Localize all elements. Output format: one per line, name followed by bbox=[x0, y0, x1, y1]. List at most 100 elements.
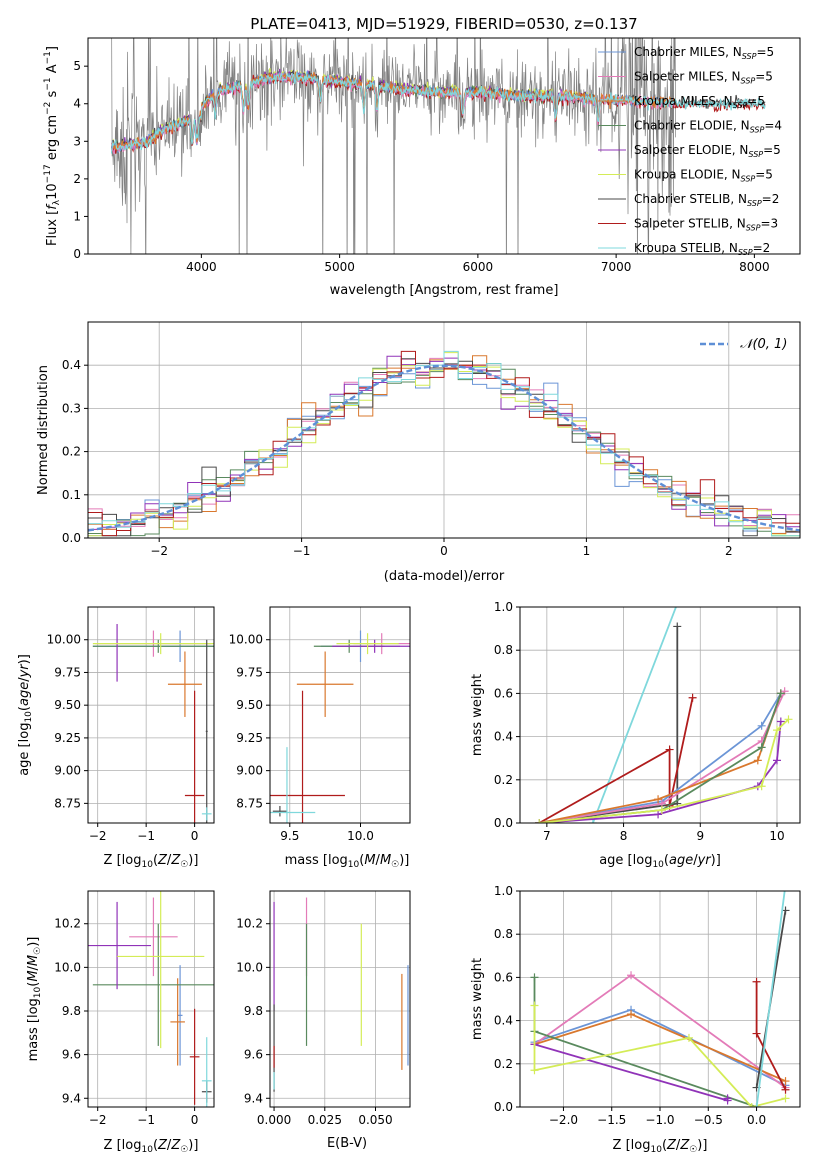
salpeter-stelib-residual-histogram bbox=[88, 350, 800, 537]
age-vs-metallicity-axes-frame bbox=[87, 606, 215, 824]
weight-point-marker bbox=[684, 1033, 693, 1042]
y-tick-label: 1 bbox=[73, 209, 81, 223]
salpeter-stelib-weight-line bbox=[538, 697, 694, 823]
chabrier-elodie-errorbar bbox=[92, 923, 214, 1046]
residuals-x-label: (data-model)/error bbox=[384, 569, 505, 584]
x-tick-label: 1 bbox=[583, 544, 591, 558]
weight-point-marker bbox=[780, 687, 789, 696]
normal-curve-legend-label: 𝒩(0, 1) bbox=[740, 337, 787, 352]
weight-point-marker bbox=[654, 795, 663, 804]
kroupa-elodie-errorbar bbox=[117, 891, 205, 1049]
y-tick-label: 0.4 bbox=[62, 358, 81, 372]
weight-point-marker bbox=[752, 1103, 761, 1107]
kroupa-stelib-weight-line bbox=[592, 607, 677, 823]
y-tick-label: 0.2 bbox=[494, 1057, 513, 1071]
y-tick-label: 9.50 bbox=[54, 698, 81, 712]
y-tick-label: 0.8 bbox=[494, 643, 513, 657]
x-tick-label: 8 bbox=[620, 829, 628, 843]
x-tick-label: 4000 bbox=[186, 260, 217, 274]
kroupa-stelib-errorbar bbox=[201, 807, 212, 821]
weight-point-marker bbox=[784, 715, 793, 724]
y-tick-label: 8.75 bbox=[236, 796, 263, 810]
weight-point-marker bbox=[530, 1066, 539, 1075]
kroupa-elodie-errorbar bbox=[336, 633, 399, 655]
salpeter-elodie-errorbar bbox=[332, 639, 410, 653]
y-tick-label: 9.00 bbox=[54, 764, 81, 778]
weight-point-marker bbox=[530, 973, 539, 982]
x-tick-label: −0.5 bbox=[694, 1113, 723, 1127]
x-tick-label: 9.5 bbox=[280, 829, 299, 843]
chabrier-elodie-errorbar bbox=[92, 639, 214, 653]
y-tick-label: 10.2 bbox=[236, 917, 263, 931]
y-tick-label: 4 bbox=[73, 97, 81, 111]
salpeter-miles-errorbar bbox=[129, 897, 178, 977]
weight-vs-metallicity-y-label: mass weight bbox=[470, 958, 485, 1040]
weight-point-marker bbox=[776, 689, 785, 698]
weight-point-marker bbox=[747, 1103, 756, 1107]
salpeter-stelib-errorbar bbox=[189, 1008, 200, 1105]
chabrier-miles-weight-line bbox=[539, 692, 782, 823]
x-tick-label: −1 bbox=[293, 544, 311, 558]
y-tick-label: 9.6 bbox=[244, 1048, 263, 1062]
weight-vs-metallicity-panel: −2.0 −1.5 −1.0 −0.5 0.0 0.0 0.2 0.4 0.6 0.8 1.0 Z … bbox=[470, 844, 801, 1155]
weight-point-marker bbox=[688, 693, 697, 702]
mass-vs-metallicity-x-label: Z [log10(Z/Z☉)] bbox=[104, 1138, 199, 1155]
kroupa-stelib-errorbar bbox=[270, 747, 316, 823]
weight-point-marker bbox=[781, 1085, 790, 1094]
legend-label: Salpeter MILES, NSSP=5 bbox=[634, 70, 773, 86]
weight-vs-metallicity-x-label: Z [log10(Z/Z☉)] bbox=[613, 1138, 708, 1155]
weight-point-marker bbox=[757, 782, 766, 791]
chabrier-stelib-errorbar bbox=[272, 805, 287, 817]
y-tick-label: 10.0 bbox=[236, 960, 263, 974]
kroupa-stelib-errorbar bbox=[201, 1037, 212, 1107]
weight-point-marker bbox=[772, 756, 781, 765]
weight-vs-age-x-label: age [log10(age/yr)] bbox=[599, 853, 721, 870]
y-tick-label: 9.75 bbox=[54, 665, 81, 679]
weight-point-marker bbox=[772, 726, 781, 735]
weight-point-marker bbox=[781, 1094, 790, 1103]
weight-point-marker bbox=[786, 844, 794, 852]
y-tick-label: 9.4 bbox=[62, 1091, 81, 1105]
legend-label: Salpeter STELIB, NSSP=3 bbox=[634, 217, 778, 233]
x-tick-label: −2 bbox=[150, 544, 168, 558]
salpeter-stelib-errorbar bbox=[184, 690, 205, 823]
salpeter-elodie-errorbar bbox=[88, 901, 151, 990]
weight-point-marker bbox=[535, 819, 544, 823]
y-tick-label: 9.25 bbox=[236, 731, 263, 745]
y-tick-label: 0.4 bbox=[494, 1014, 513, 1028]
chabrier-miles-errorbar bbox=[177, 965, 183, 1066]
y-tick-label: 0.2 bbox=[62, 445, 81, 459]
weight-point-marker bbox=[753, 756, 762, 765]
x-tick-label: −1 bbox=[137, 829, 155, 843]
y-tick-label: 1.0 bbox=[494, 600, 513, 614]
x-tick-label: −1 bbox=[137, 1113, 155, 1127]
kroupa-stelib-model-line bbox=[110, 72, 766, 154]
x-tick-label: −1.0 bbox=[645, 1113, 674, 1127]
legend-label: Kroupa STELIB, NSSP=2 bbox=[634, 241, 770, 257]
weight-point-marker bbox=[757, 721, 766, 730]
x-tick-label: 0.0 bbox=[747, 1113, 766, 1127]
y-tick-label: 10.00 bbox=[47, 633, 81, 647]
spectrum-legend: Chabrier MILES, NSSP=5 Salpeter MILES, NS… bbox=[598, 45, 782, 257]
y-tick-label: 10.2 bbox=[54, 917, 81, 931]
weight-vs-age-panel: 7 8 9 10 0.0 0.2 0.4 0.6 0.8 1.0 age [log10(age/y… bbox=[470, 600, 801, 870]
y-tick-label: 5 bbox=[73, 59, 81, 73]
weight-point-marker bbox=[723, 1094, 732, 1103]
y-tick-label: 0.0 bbox=[494, 816, 513, 830]
spectrum-x-label: wavelength [Angstrom, rest frame] bbox=[330, 283, 559, 298]
kroupa-miles-errorbar bbox=[170, 978, 185, 1066]
age-vs-mass-x-label: mass [log10(M/M☉)] bbox=[285, 853, 410, 870]
weight-point-marker bbox=[654, 810, 663, 819]
y-tick-label: 9.00 bbox=[236, 764, 263, 778]
weight-point-marker bbox=[657, 806, 666, 815]
y-tick-label: 9.4 bbox=[244, 1091, 263, 1105]
legend-label: Chabrier ELODIE, NSSP=4 bbox=[634, 119, 782, 135]
age-vs-metallicity-y-label: age [log10(age/yr)] bbox=[17, 654, 34, 776]
age-vs-metallicity-panel: −2 −1 0 8.75 9.00 9.25 9.50 9.75 10.00 Z [log10(… bbox=[17, 606, 215, 870]
spectrum-title: PLATE=0413, MJD=51929, FIBERID=0530, z=0… bbox=[250, 15, 637, 33]
residuals-y-label: Normed distribution bbox=[36, 365, 51, 495]
observed-spectrum-line bbox=[111, 38, 676, 254]
x-tick-label: 9 bbox=[696, 829, 704, 843]
weight-point-marker bbox=[673, 622, 682, 631]
x-tick-label: −1.5 bbox=[597, 1113, 626, 1127]
